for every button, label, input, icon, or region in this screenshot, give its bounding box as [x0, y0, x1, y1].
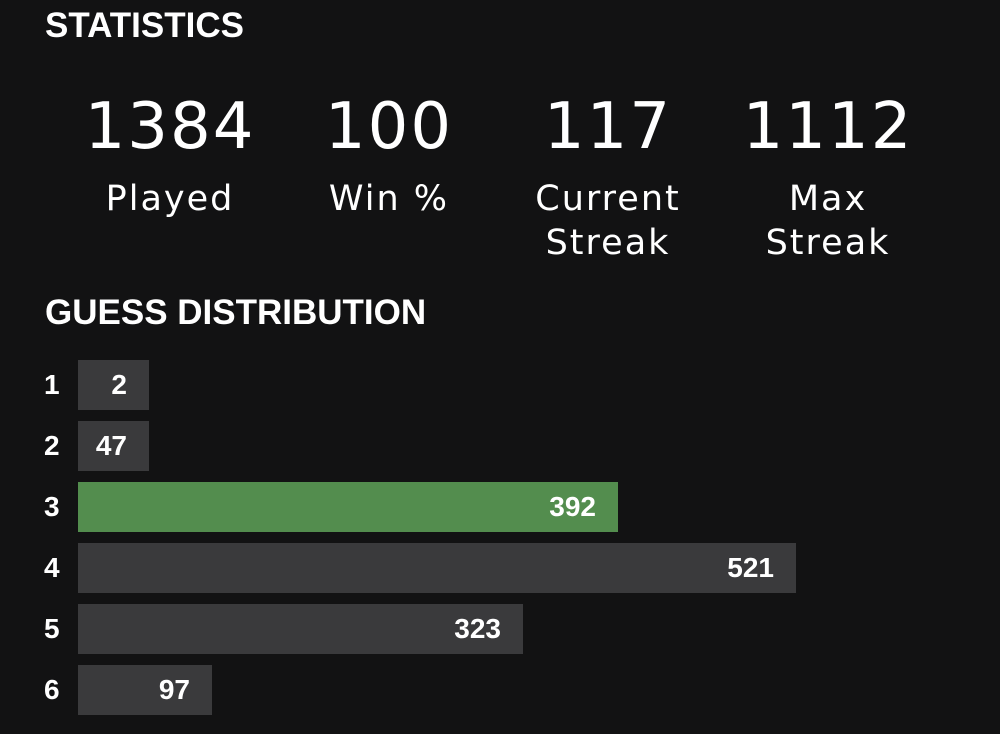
distribution-count: 392	[549, 491, 596, 522]
distribution-count: 47	[95, 430, 127, 461]
distribution-bar: 2	[78, 360, 149, 410]
stat-current-streak: 117 Current Streak	[498, 95, 718, 265]
distribution-guess-number: 6	[44, 674, 60, 705]
distribution-count: 323	[454, 613, 501, 644]
distribution-bar: 47	[78, 421, 149, 471]
stat-max-streak: 1112 Max Streak	[718, 95, 938, 265]
distribution-bar: 97	[78, 665, 212, 715]
distribution-bar: 323	[78, 604, 523, 654]
stat-win-percent-label: Win %	[328, 179, 450, 219]
stat-played: 1384 Played	[60, 95, 280, 221]
distribution-guess-number: 4	[44, 552, 60, 583]
distribution-count: 2	[111, 369, 127, 400]
statistics-container: 1384 Played 100 Win % 117 Current Streak…	[0, 95, 1000, 265]
stat-max-streak-label: Max Streak	[765, 179, 891, 263]
guess-distribution-heading: GUESS DISTRIBUTION	[45, 293, 427, 332]
stat-win-percent: 100 Win %	[279, 95, 499, 221]
distribution-row-1: 1 2	[0, 360, 1000, 410]
distribution-row-3: 3 392	[0, 482, 1000, 532]
distribution-guess-number: 2	[44, 430, 60, 461]
distribution-bar: 392	[78, 482, 618, 532]
distribution-row-2: 2 47	[0, 421, 1000, 471]
stat-played-label: Played	[105, 179, 235, 219]
distribution-guess-number: 3	[44, 491, 60, 522]
stat-win-percent-value: 100	[324, 90, 454, 164]
stat-played-value: 1384	[84, 90, 256, 164]
distribution-row-4: 4 521	[0, 543, 1000, 593]
distribution-guess-number: 1	[44, 369, 60, 400]
distribution-bar: 521	[78, 543, 796, 593]
statistics-heading: STATISTICS	[45, 6, 244, 45]
distribution-count: 97	[158, 674, 190, 705]
stat-current-streak-label: Current Streak	[535, 179, 681, 263]
stat-max-streak-value: 1112	[742, 90, 914, 164]
distribution-row-5: 5 323	[0, 604, 1000, 654]
distribution-row-6: 6 97	[0, 665, 1000, 715]
distribution-guess-number: 5	[44, 613, 60, 644]
stat-current-streak-value: 117	[543, 90, 673, 164]
distribution-count: 521	[727, 552, 774, 583]
